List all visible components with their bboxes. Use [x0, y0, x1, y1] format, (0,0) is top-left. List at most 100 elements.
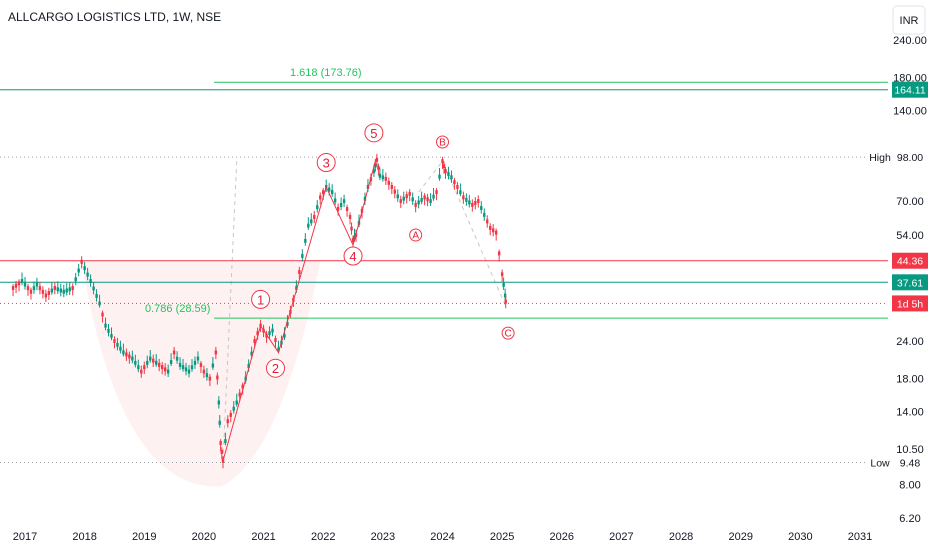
candle-body [157, 362, 161, 367]
candle-body [92, 286, 95, 291]
badge-prefix-bg [868, 454, 892, 471]
wave-label: 1 [257, 292, 264, 307]
candle-body [89, 279, 92, 283]
candle-body [447, 172, 450, 177]
price-badges: 164.11 98.00 High 44.36 37.61 1d 5h 9.48 Low [868, 81, 928, 471]
candle-body [339, 202, 343, 207]
candle-body [381, 175, 385, 180]
candle-body [253, 339, 256, 344]
candle-body [113, 339, 116, 344]
candle-body [441, 159, 444, 164]
x-tick-label: 2018 [72, 531, 96, 543]
candle-body [50, 288, 54, 293]
candle-body [211, 363, 215, 368]
abc-trend-line [418, 160, 507, 308]
candle-body [500, 272, 504, 277]
candle-body [38, 286, 42, 291]
candle-body [378, 173, 382, 178]
candle-body [134, 360, 137, 365]
candle-body [423, 195, 426, 200]
chart-title: ALLCARGO LOGISTICS LTD, 1W, NSE [8, 10, 221, 24]
y-tick-label: 10.50 [896, 444, 924, 456]
candle-body [119, 346, 122, 351]
y-tick-label: 24.00 [896, 336, 924, 348]
x-tick-label: 2030 [788, 531, 812, 543]
candle-body [68, 287, 71, 292]
candle-body [256, 331, 259, 336]
candle-body [453, 180, 456, 185]
x-tick-label: 2024 [430, 531, 454, 543]
candle-body [196, 356, 200, 361]
candle-body [310, 219, 313, 224]
candle-body [208, 376, 212, 381]
candle-body [442, 164, 446, 169]
wave-label-circle [316, 153, 336, 173]
candle-body [226, 419, 229, 424]
candle-body [77, 268, 80, 273]
candle-body [435, 190, 438, 195]
wave-label: 2 [272, 361, 279, 376]
candle-body [353, 235, 356, 240]
badge-prefix-label: High [869, 152, 891, 164]
candle-body [214, 350, 218, 355]
price-badge-label: 98.00 [897, 152, 923, 164]
candle-body [101, 312, 104, 317]
candle-body [71, 286, 74, 291]
candle-body [295, 286, 298, 291]
candle-body [271, 328, 274, 333]
candle-body [462, 195, 465, 200]
candle-body [205, 373, 209, 378]
currency-button[interactable]: INR [892, 5, 926, 35]
y-tick-label: 140.00 [893, 105, 927, 117]
candle-body [44, 293, 48, 298]
candle-body [53, 286, 57, 291]
candle-body [420, 197, 423, 202]
x-tick-label: 2029 [728, 531, 752, 543]
candle-body [104, 323, 107, 328]
price-badge [892, 454, 928, 471]
x-tick-label: 2017 [13, 531, 37, 543]
candle-body [83, 266, 86, 271]
candle-body [163, 367, 167, 372]
candle-body [56, 287, 60, 292]
elliott-wave-path [222, 159, 377, 461]
candle-body [374, 163, 377, 168]
candle-body [23, 282, 27, 287]
candle-body [74, 277, 77, 282]
x-tick-label: 2025 [490, 531, 514, 543]
candle-body [140, 369, 143, 374]
candle-body [14, 283, 18, 288]
candle-body [146, 360, 149, 365]
candle-body [486, 219, 489, 224]
candle-body [414, 202, 417, 207]
time-axis[interactable]: 2017 2018 2019 2020 2021 2022 2023 2024 2025 2026… [13, 531, 872, 543]
candle-body [122, 350, 125, 355]
candle-body [41, 289, 45, 294]
candle-body [307, 223, 310, 228]
candle-body [178, 362, 182, 367]
price-axis[interactable]: 240.00 180.00 140.00 98.00 70.00 54.00 24.00 18… [893, 35, 927, 525]
candle-body [489, 226, 492, 230]
x-tick-label: 2031 [848, 531, 872, 543]
candle-body [399, 199, 402, 204]
candle-body [366, 184, 370, 189]
candle-body [277, 347, 280, 352]
candle-body [155, 360, 158, 365]
x-tick-label: 2028 [669, 531, 693, 543]
candle-body [474, 201, 477, 205]
price-badge-label: 44.36 [897, 256, 923, 268]
candle-body [172, 350, 176, 355]
candle-body [377, 165, 380, 170]
candle-body [494, 230, 498, 235]
candle-body [35, 282, 39, 287]
candle-body [220, 449, 224, 454]
x-tick-label: 2022 [311, 531, 335, 543]
candle-body [432, 194, 435, 199]
candle-body [232, 406, 235, 411]
candle-body [265, 333, 268, 338]
y-tick-label: 14.00 [896, 407, 924, 419]
candle-body [131, 356, 134, 361]
candle-body [298, 270, 301, 274]
